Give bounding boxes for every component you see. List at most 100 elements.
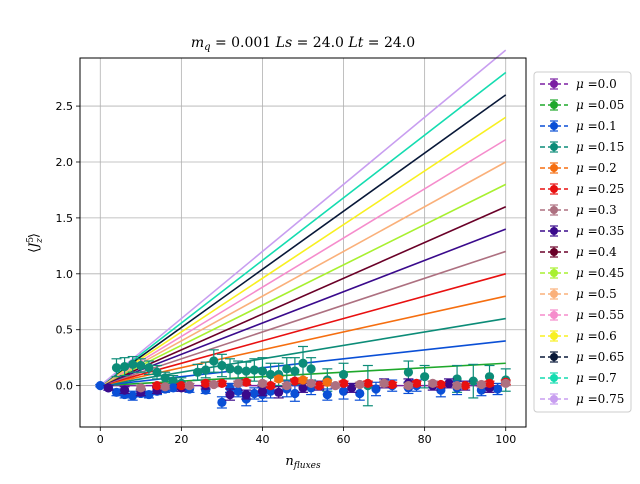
legend-item: μ =0.4 xyxy=(540,245,617,259)
legend-item: μ =0.3 xyxy=(540,203,617,217)
legend-marker xyxy=(550,206,558,214)
legend-marker xyxy=(550,143,558,151)
data-point xyxy=(233,365,243,375)
y-tick-label: 2.0 xyxy=(56,156,74,169)
legend-item: μ =0.15 xyxy=(540,140,624,154)
data-point xyxy=(144,363,154,373)
legend-marker xyxy=(550,122,558,130)
chart-title: mq = 0.001 Ls = 24.0 Lt = 24.0 xyxy=(191,35,415,53)
data-point xyxy=(290,388,300,399)
data-point xyxy=(265,369,276,380)
legend-label: μ =0.5 xyxy=(576,287,617,301)
data-point xyxy=(136,383,146,393)
plot-area xyxy=(79,57,527,428)
data-point xyxy=(298,375,308,385)
data-point xyxy=(306,364,316,374)
data-point xyxy=(387,379,397,390)
legend-box xyxy=(533,71,632,413)
data-point xyxy=(249,365,259,375)
series-line-mu-0_45 xyxy=(99,183,507,387)
legend-label: μ =0.2 xyxy=(576,161,617,175)
legend-item: μ =0.5 xyxy=(540,287,617,301)
data-point xyxy=(452,381,462,391)
legend-item: μ =0.1 xyxy=(540,119,617,133)
data-point xyxy=(403,381,414,391)
y-tick-label: 1.5 xyxy=(56,212,74,225)
data-point xyxy=(290,376,300,386)
data-point xyxy=(233,378,243,388)
series-line-mu-0_75 xyxy=(99,49,507,387)
data-points xyxy=(95,345,511,409)
data-point xyxy=(120,362,130,372)
data-point xyxy=(347,383,357,393)
data-point xyxy=(128,391,138,401)
data-point xyxy=(184,381,195,391)
legend-item: μ =0.0 xyxy=(540,77,617,91)
data-point xyxy=(136,360,146,371)
x-tick-label: 40 xyxy=(255,433,269,446)
data-point xyxy=(314,381,324,391)
legend-marker xyxy=(550,290,558,298)
legend-item: μ =0.75 xyxy=(540,392,624,406)
data-point xyxy=(168,383,178,393)
data-point xyxy=(225,389,235,400)
x-tick-label: 20 xyxy=(174,433,188,446)
x-axis-label: nfluxes xyxy=(285,454,321,471)
legend-label: μ =0.05 xyxy=(576,98,624,112)
data-point xyxy=(225,383,235,393)
data-point xyxy=(484,378,495,388)
data-point xyxy=(411,378,422,388)
legend-label: μ =0.65 xyxy=(576,350,624,364)
legend-label: μ =0.4 xyxy=(576,245,617,259)
data-point xyxy=(330,381,341,391)
data-point xyxy=(460,381,470,391)
series-line-mu-0_25 xyxy=(100,273,506,387)
data-point xyxy=(274,374,284,384)
x-tick-label: 80 xyxy=(418,433,432,446)
data-point xyxy=(282,381,292,391)
legend-marker xyxy=(550,374,558,382)
legend-marker xyxy=(550,311,558,319)
data-point xyxy=(484,372,495,382)
data-point xyxy=(209,379,219,390)
data-point xyxy=(160,373,170,383)
data-point xyxy=(306,378,316,388)
data-point xyxy=(290,366,300,376)
data-point xyxy=(209,356,219,366)
data-point xyxy=(217,378,227,388)
legend-label: μ =0.6 xyxy=(576,329,617,343)
data-point xyxy=(201,378,211,388)
legend-marker xyxy=(550,395,558,403)
data-point xyxy=(274,387,284,397)
data-point xyxy=(144,389,154,400)
data-point xyxy=(476,379,486,390)
data-point xyxy=(420,372,430,382)
data-point xyxy=(501,378,511,388)
legend-label: μ =0.45 xyxy=(576,266,624,280)
x-tick-label: 0 xyxy=(97,433,104,446)
data-point xyxy=(428,378,438,388)
series-line-mu-0_3 xyxy=(100,250,506,387)
legend-label: μ =0.3 xyxy=(576,203,617,217)
series-line-mu-0_4 xyxy=(99,205,507,387)
y-tick-label: 0.5 xyxy=(56,324,74,337)
data-point xyxy=(95,381,105,391)
legend-label: μ =0.35 xyxy=(576,224,624,238)
legend-label: μ =0.7 xyxy=(576,371,617,385)
series-line-mu-0_65 xyxy=(99,94,507,387)
series-line-mu-0_2 xyxy=(100,295,506,387)
legend-item: μ =0.35 xyxy=(540,224,624,238)
data-point xyxy=(298,358,308,368)
legend-item: μ =0.05 xyxy=(540,98,624,112)
data-point xyxy=(444,378,454,388)
data-point xyxy=(128,359,138,369)
data-point xyxy=(225,364,235,374)
data-point xyxy=(103,383,113,393)
data-point xyxy=(241,366,251,376)
legend-label: μ =0.75 xyxy=(576,392,624,406)
data-point xyxy=(152,367,162,377)
legend-marker xyxy=(550,353,558,361)
data-point xyxy=(355,379,365,390)
legend-marker xyxy=(550,227,558,235)
